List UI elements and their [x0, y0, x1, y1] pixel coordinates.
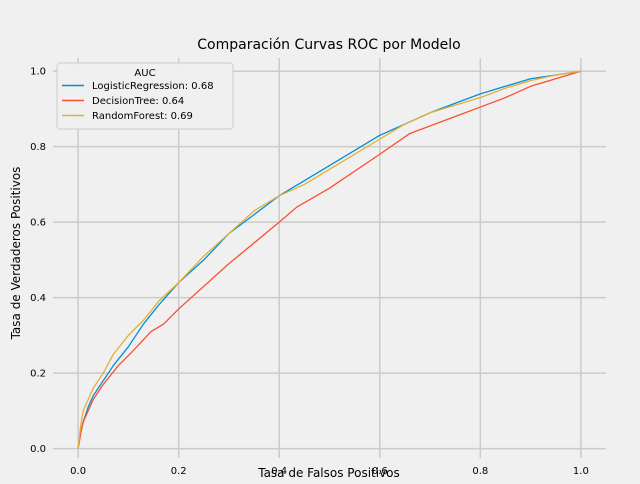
legend-entry: DecisionTree: 0.64	[92, 96, 184, 107]
y-tick-label: 0.0	[30, 444, 46, 455]
x-tick-label: 0.6	[372, 466, 388, 477]
y-tick-label: 0.2	[30, 369, 46, 380]
y-axis-label: Tasa de Verdaderos Positivos	[9, 167, 23, 341]
y-tick-label: 0.8	[30, 142, 46, 153]
x-tick-label: 1.0	[573, 466, 589, 477]
grid	[53, 58, 606, 458]
legend-box	[56, 62, 234, 130]
roc-line-logisticregression	[77, 70, 581, 449]
series-layer	[77, 70, 582, 449]
legend-entry: RandomForest: 0.69	[92, 111, 193, 122]
roc-line-randomforest	[77, 70, 581, 449]
x-tick-label: 0.4	[271, 466, 287, 477]
ticks: 0.0 0.2 0.4 0.6 0.8 1.0 0.0 0.2 0.4 0.6 0.8 1.0	[30, 67, 589, 477]
legend-entry: LogisticRegression: 0.68	[92, 81, 214, 92]
y-tick-label: 1.0	[30, 67, 46, 78]
x-axis-label: Tasa de Falsos Positivos	[257, 466, 400, 480]
legend-title: AUC	[134, 68, 155, 79]
x-tick-label: 0.8	[472, 466, 488, 477]
y-tick-label: 0.6	[30, 218, 46, 229]
y-tick-label: 0.4	[30, 293, 46, 304]
x-tick-label: 0.0	[70, 466, 86, 477]
x-tick-label: 0.2	[171, 466, 187, 477]
roc-line-decisiontree	[77, 70, 582, 449]
chart-title: Comparación Curvas ROC por Modelo	[197, 37, 461, 53]
legend: AUC LogisticRegression: 0.68 DecisionTree…	[56, 62, 234, 130]
